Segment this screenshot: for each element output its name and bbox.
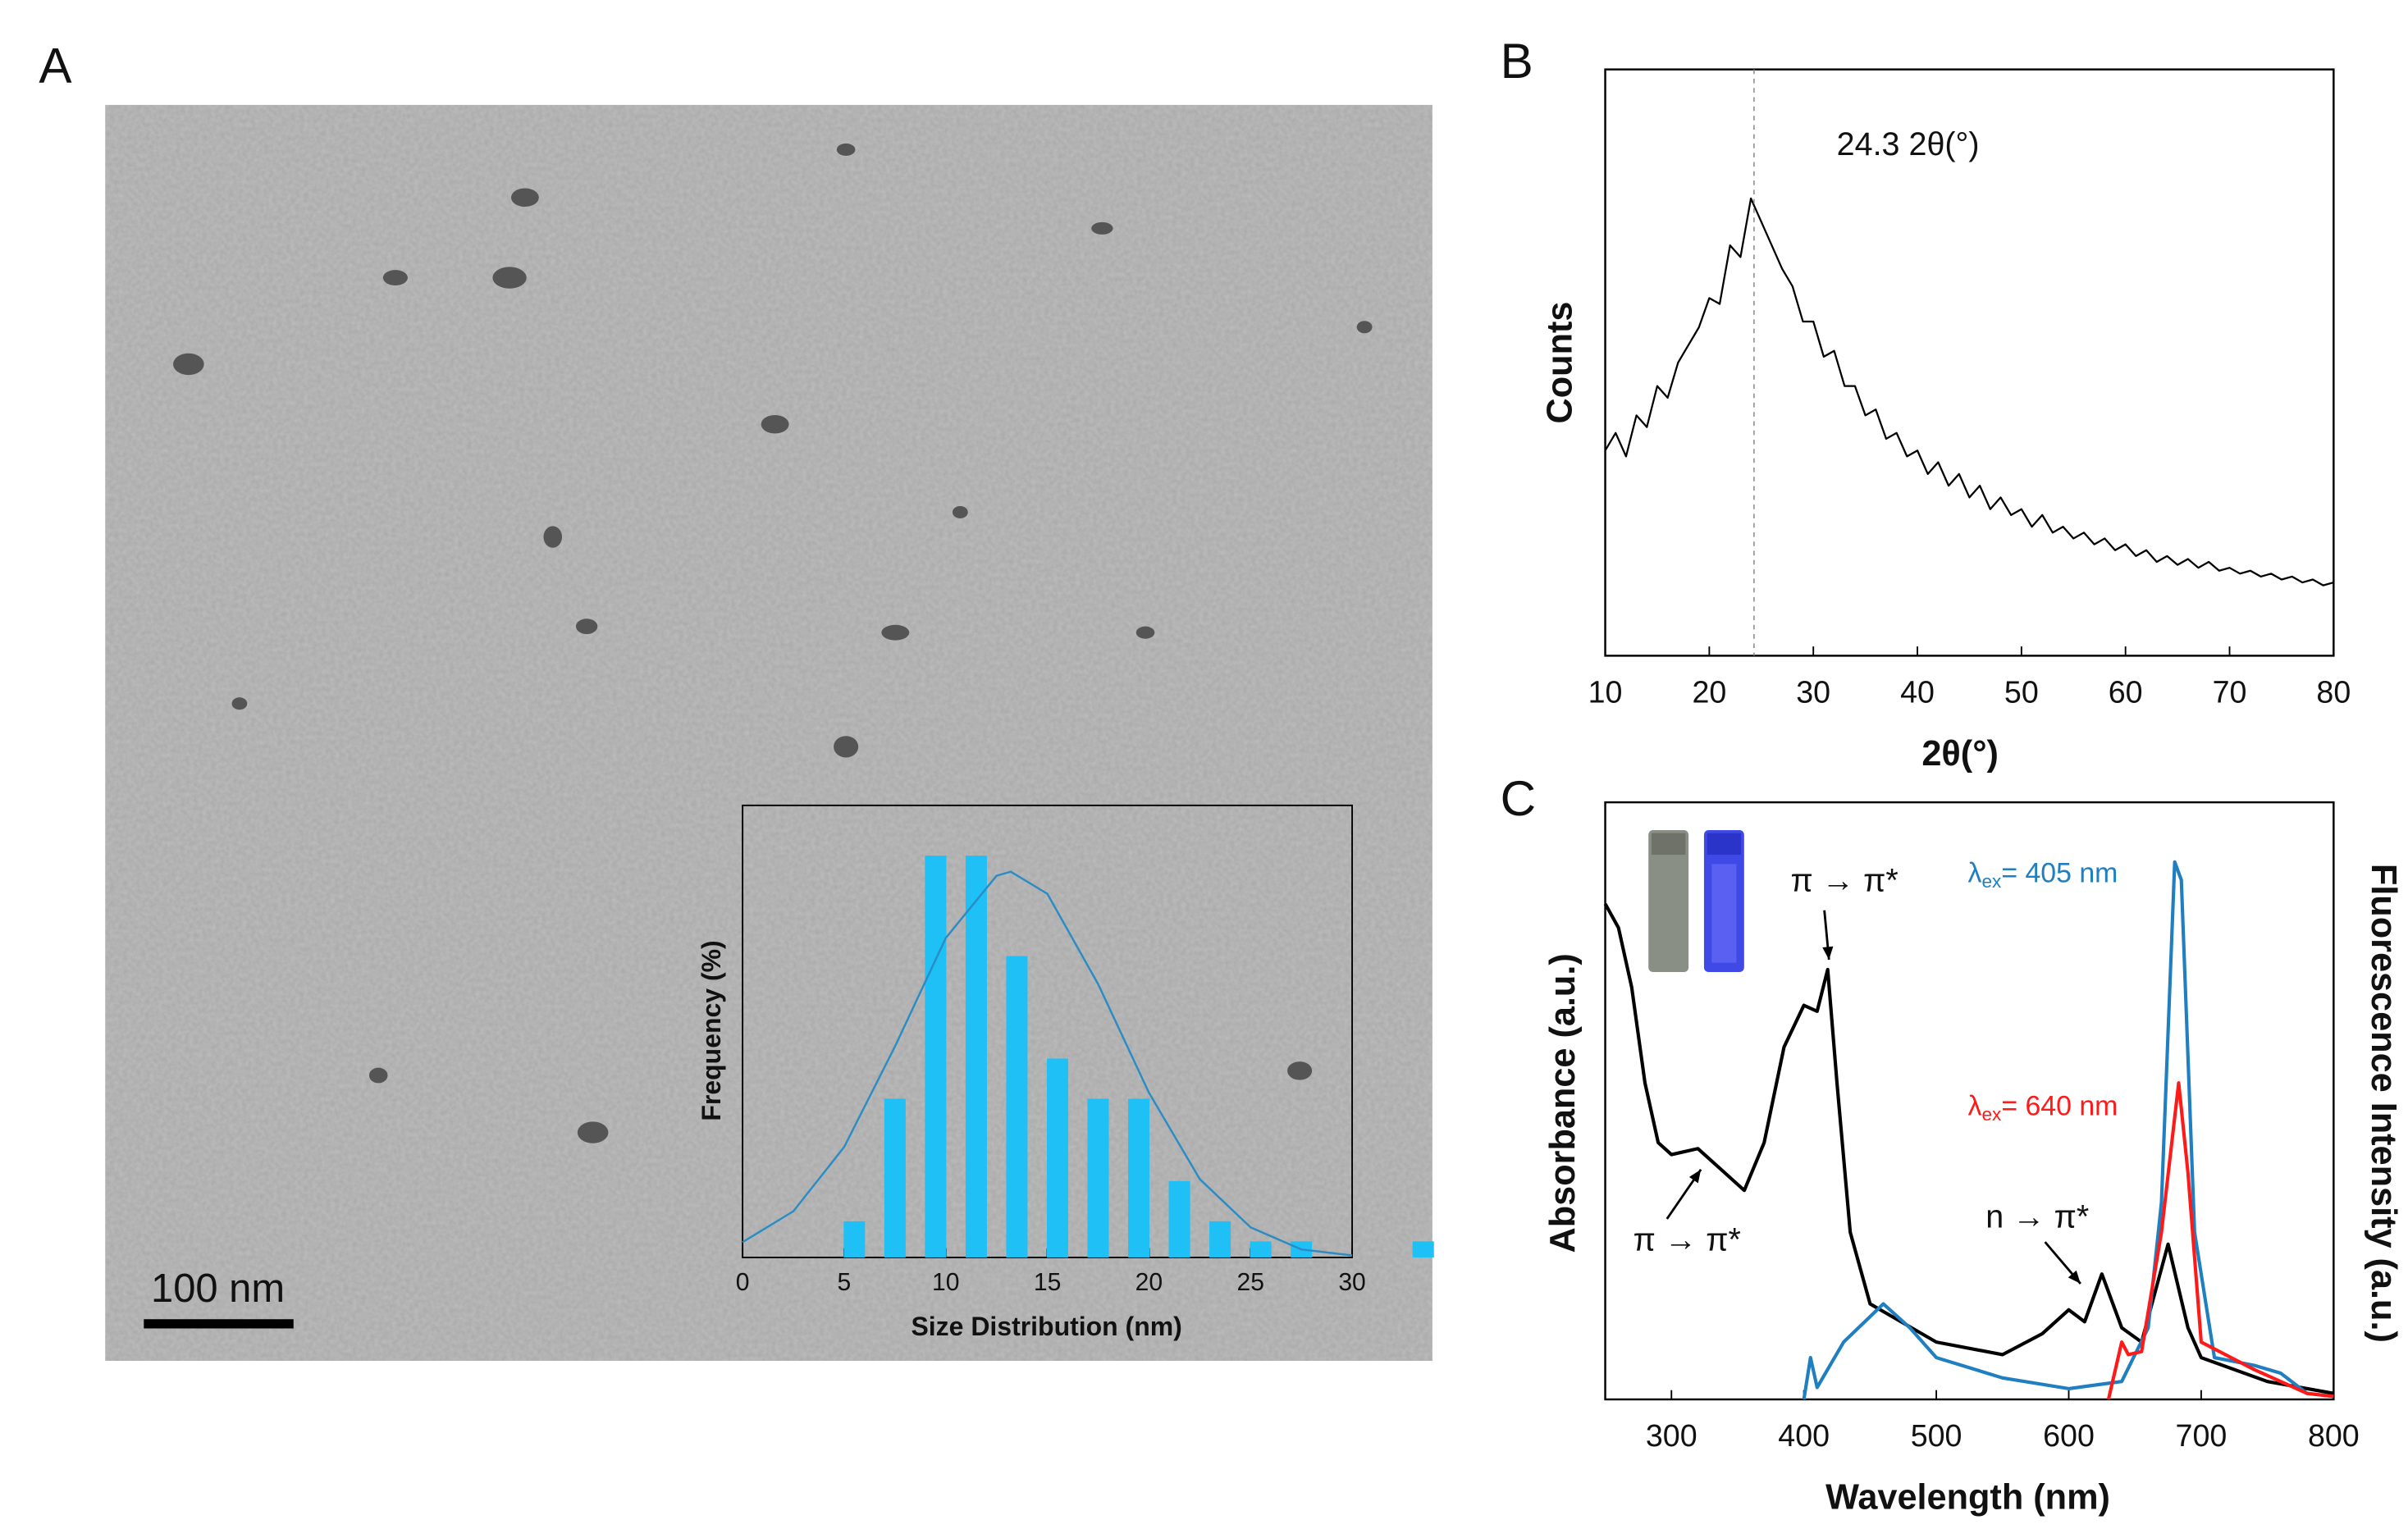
text: = 405 nm	[2001, 857, 2118, 888]
panel-label: B	[1501, 34, 1533, 89]
annotation: n → π*	[1985, 1198, 2089, 1235]
x-tick-label: 15	[1034, 1269, 1061, 1296]
x-tick-label: 60	[2109, 674, 2143, 709]
arrow-head	[1688, 1169, 1702, 1184]
line	[1802, 860, 2334, 1400]
bar	[925, 856, 947, 1257]
annotation: π → π*	[1790, 862, 1898, 898]
x-tick-label: 20	[1135, 1269, 1163, 1296]
x-tick-label: 70	[2213, 674, 2247, 709]
panel-label: A	[39, 39, 72, 94]
x-tick-label: 30	[1338, 1269, 1365, 1296]
x-tick-label: 10	[932, 1269, 959, 1296]
bar	[1250, 1241, 1272, 1257]
chart: 10 20 30 40 50 60 70 80 2θ(°) Counts 24.3 2θ(°)	[1540, 68, 2351, 774]
arrow-head	[2068, 1270, 2081, 1284]
x-tick-label: 700	[2176, 1418, 2228, 1453]
bar	[1128, 1098, 1150, 1257]
x-axis-label: Size Distribution (nm)	[911, 1312, 1181, 1341]
plot-frame	[1604, 801, 2335, 1401]
line	[2106, 1081, 2334, 1400]
x-tick-label: 10	[1588, 674, 1623, 709]
symbol: λ	[1968, 857, 1982, 888]
annotation: π → π*	[1634, 1222, 1741, 1258]
bar	[1209, 1221, 1231, 1257]
scale-bar-label: 100 nm	[151, 1267, 285, 1311]
x-tick-label: 500	[1911, 1418, 1962, 1453]
excitation-label: λex= 640 nm	[1968, 1090, 2118, 1124]
x-axis-label: Wavelength (nm)	[1825, 1478, 2110, 1518]
x-axis-label: 2θ(°)	[1921, 734, 1999, 774]
chart: 0 5 10 15 20 25 30 Size Distribution (nm) Freque…	[697, 804, 1434, 1341]
annotation: 24.3 2θ(°)	[1837, 126, 1980, 162]
bar	[1006, 956, 1028, 1257]
bar	[1046, 1058, 1068, 1257]
x-tick-label: 25	[1237, 1269, 1264, 1296]
bar	[884, 1098, 906, 1257]
plot-frame	[1604, 68, 2335, 657]
bar	[965, 856, 987, 1257]
arrow-head	[1822, 946, 1834, 960]
bar	[1412, 1241, 1434, 1257]
x-tick-label: 5	[838, 1269, 852, 1296]
x-tick-label: 800	[2308, 1418, 2360, 1453]
x-tick-label: 20	[1692, 674, 1726, 709]
y-axis-label: Frequency (%)	[697, 940, 726, 1121]
tem-image	[105, 104, 1432, 1361]
bar	[843, 1221, 866, 1257]
x-tick-label: 30	[1796, 674, 1830, 709]
subscript: ex	[1981, 871, 2002, 892]
line	[1603, 902, 2334, 1395]
chart: 300 400 500 600 700 800 Wavelength (nm) Absorba…	[1543, 801, 2403, 1518]
x-tick-label: 80	[2316, 674, 2351, 709]
x-tick-label: 50	[2004, 674, 2039, 709]
fit-curve	[742, 870, 1353, 1257]
x-tick-label: 0	[736, 1269, 750, 1296]
x-tick-label: 600	[2043, 1418, 2095, 1453]
excitation-label: λex= 405 nm	[1968, 857, 2118, 891]
bar	[1087, 1098, 1109, 1257]
text: = 640 nm	[2001, 1090, 2118, 1121]
panel-label: C	[1501, 771, 1536, 826]
line	[1604, 197, 2334, 586]
cuvettes	[1648, 829, 1744, 972]
bar	[1168, 1180, 1190, 1257]
subscript: ex	[1981, 1104, 2002, 1125]
x-tick-label: 300	[1646, 1418, 1697, 1453]
x-tick-label: 40	[1900, 674, 1935, 709]
symbol: λ	[1968, 1090, 1982, 1121]
y-axis-label: Absorbance (a.u.)	[1543, 953, 1583, 1253]
y2-axis-label: Fluorescence Intensity (a.u.)	[2364, 864, 2403, 1343]
x-tick-label: 400	[1778, 1418, 1830, 1453]
y-axis-label: Counts	[1540, 302, 1579, 424]
